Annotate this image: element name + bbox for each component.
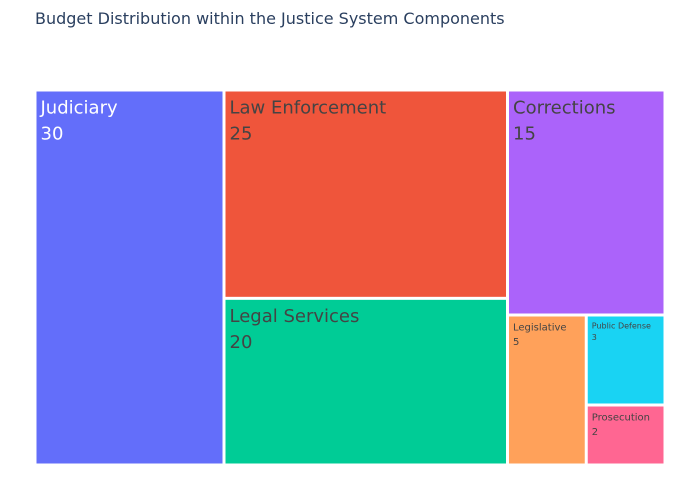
- treemap-value-public-defense: 3: [592, 333, 597, 342]
- treemap-rect-legal-services[interactable]: [225, 299, 507, 464]
- treemap-label-corrections: Corrections: [513, 98, 616, 119]
- treemap-rect-judiciary[interactable]: [36, 91, 223, 464]
- treemap-value-prosecution: 2: [592, 427, 598, 438]
- treemap-value-corrections: 15: [513, 124, 536, 145]
- treemap-tile-law-enforcement[interactable]: Law Enforcement 25: [225, 91, 507, 297]
- treemap-value-legislative: 5: [513, 337, 519, 348]
- treemap-label-legal-services: Legal Services: [230, 306, 360, 327]
- treemap-value-legal-services: 20: [230, 332, 253, 353]
- treemap-rect-public-defense[interactable]: [587, 316, 664, 404]
- treemap-label-judiciary: Judiciary: [40, 98, 118, 119]
- treemap-label-prosecution: Prosecution: [592, 413, 650, 424]
- treemap-tile-public-defense[interactable]: Public Defense 3: [587, 316, 664, 404]
- treemap-value-law-enforcement: 25: [230, 124, 253, 145]
- treemap-rect-prosecution[interactable]: [587, 406, 664, 464]
- treemap-tile-prosecution[interactable]: Prosecution 2: [587, 406, 664, 464]
- treemap-tile-judiciary[interactable]: Judiciary 30: [36, 91, 223, 464]
- treemap-rect-corrections[interactable]: [509, 91, 664, 314]
- treemap-tile-legislative[interactable]: Legislative 5: [509, 316, 585, 464]
- treemap-rect-legislative[interactable]: [509, 316, 585, 464]
- chart-title: Budget Distribution within the Justice S…: [35, 9, 505, 28]
- treemap-rect-law-enforcement[interactable]: [225, 91, 507, 297]
- treemap-tile-corrections[interactable]: Corrections 15: [509, 91, 664, 314]
- treemap-label-law-enforcement: Law Enforcement: [230, 98, 387, 119]
- treemap-label-public-defense: Public Defense: [592, 322, 651, 331]
- treemap-tile-legal-services[interactable]: Legal Services 20: [225, 299, 507, 464]
- treemap-value-judiciary: 30: [41, 124, 64, 145]
- treemap-label-legislative: Legislative: [513, 323, 567, 334]
